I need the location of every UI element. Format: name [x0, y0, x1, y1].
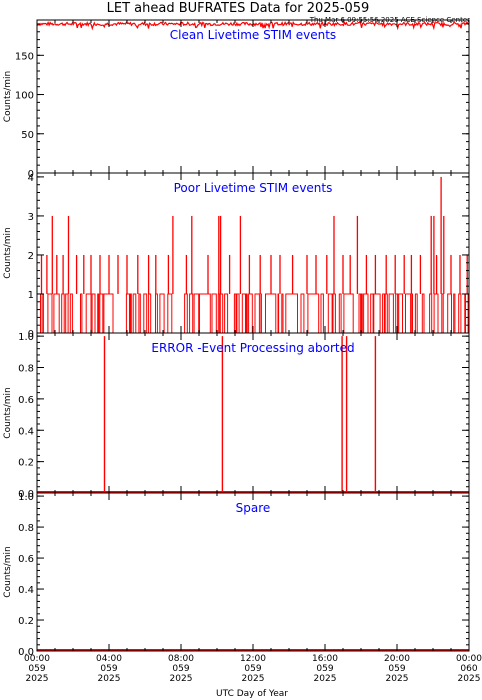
y-tick-label: 0.2	[18, 458, 34, 469]
y-tick-label: 0.4	[18, 426, 34, 437]
chart-title: LET ahead BUFRATES Data for 2025-059	[107, 1, 370, 16]
x-tick-year: 2025	[26, 674, 49, 684]
y-axis-label: Counts/min	[3, 387, 13, 438]
y-tick-label: 0.6	[18, 554, 34, 565]
y-tick-label: 2	[28, 251, 34, 262]
panel-frame	[36, 19, 470, 174]
x-tick-doy: 059	[172, 664, 189, 674]
x-axis-label: UTC Day of Year	[216, 689, 288, 699]
panel-title: ERROR -Event Processing aborted	[151, 341, 354, 355]
y-tick-label: 0	[28, 169, 34, 180]
y-tick-label: 0.0	[18, 647, 34, 658]
x-tick-doy: 059	[28, 664, 45, 674]
x-tick-doy: 059	[244, 664, 261, 674]
x-tick-doy: 060	[460, 664, 477, 674]
y-tick-label: 3	[28, 212, 34, 223]
panel-frame	[36, 332, 470, 494]
y-tick-label: 0.4	[18, 585, 34, 596]
y-tick-label: 0.0	[18, 489, 34, 500]
y-tick-label: 50	[21, 130, 34, 141]
y-tick-label: 150	[15, 51, 34, 62]
x-tick-time: 16:00	[312, 654, 338, 664]
y-tick-label: 1	[28, 290, 34, 301]
y-tick-label: 0	[28, 329, 34, 340]
panel-title: Clean Livetime STIM events	[170, 28, 336, 42]
x-tick-time: 04:00	[96, 654, 122, 664]
panel-frame	[36, 492, 470, 652]
x-tick-year: 2025	[314, 674, 337, 684]
y-axis-label: Counts/min	[3, 71, 13, 122]
y-tick-label: 100	[15, 91, 34, 102]
x-tick-year: 2025	[458, 674, 481, 684]
y-tick-label: 4	[28, 173, 34, 184]
x-tick-year: 2025	[170, 674, 193, 684]
x-tick-time: 00:00	[24, 654, 50, 664]
x-tick-doy: 059	[316, 664, 333, 674]
x-tick-time: 00:00	[456, 654, 482, 664]
x-tick-doy: 059	[100, 664, 117, 674]
x-tick-year: 2025	[98, 674, 121, 684]
x-tick-doy: 059	[388, 664, 405, 674]
y-axis-label: Counts/min	[3, 227, 13, 278]
y-tick-label: 0.2	[18, 616, 34, 627]
panel-frame	[36, 172, 470, 334]
panel-title: Poor Livetime STIM events	[174, 181, 333, 195]
x-tick-year: 2025	[242, 674, 265, 684]
y-tick-label: 1.0	[18, 492, 34, 503]
x-tick-year: 2025	[386, 674, 409, 684]
y-tick-label: 1.0	[18, 332, 34, 343]
y-axis-label: Counts/min	[3, 546, 13, 597]
x-tick-time: 12:00	[240, 654, 266, 664]
x-tick-time: 08:00	[168, 654, 194, 664]
y-tick-label: 0.8	[18, 364, 34, 375]
panel-title: Spare	[236, 501, 271, 515]
y-tick-label: 0.6	[18, 395, 34, 406]
x-tick-time: 20:00	[384, 654, 410, 664]
y-tick-label: 0.8	[18, 523, 34, 534]
